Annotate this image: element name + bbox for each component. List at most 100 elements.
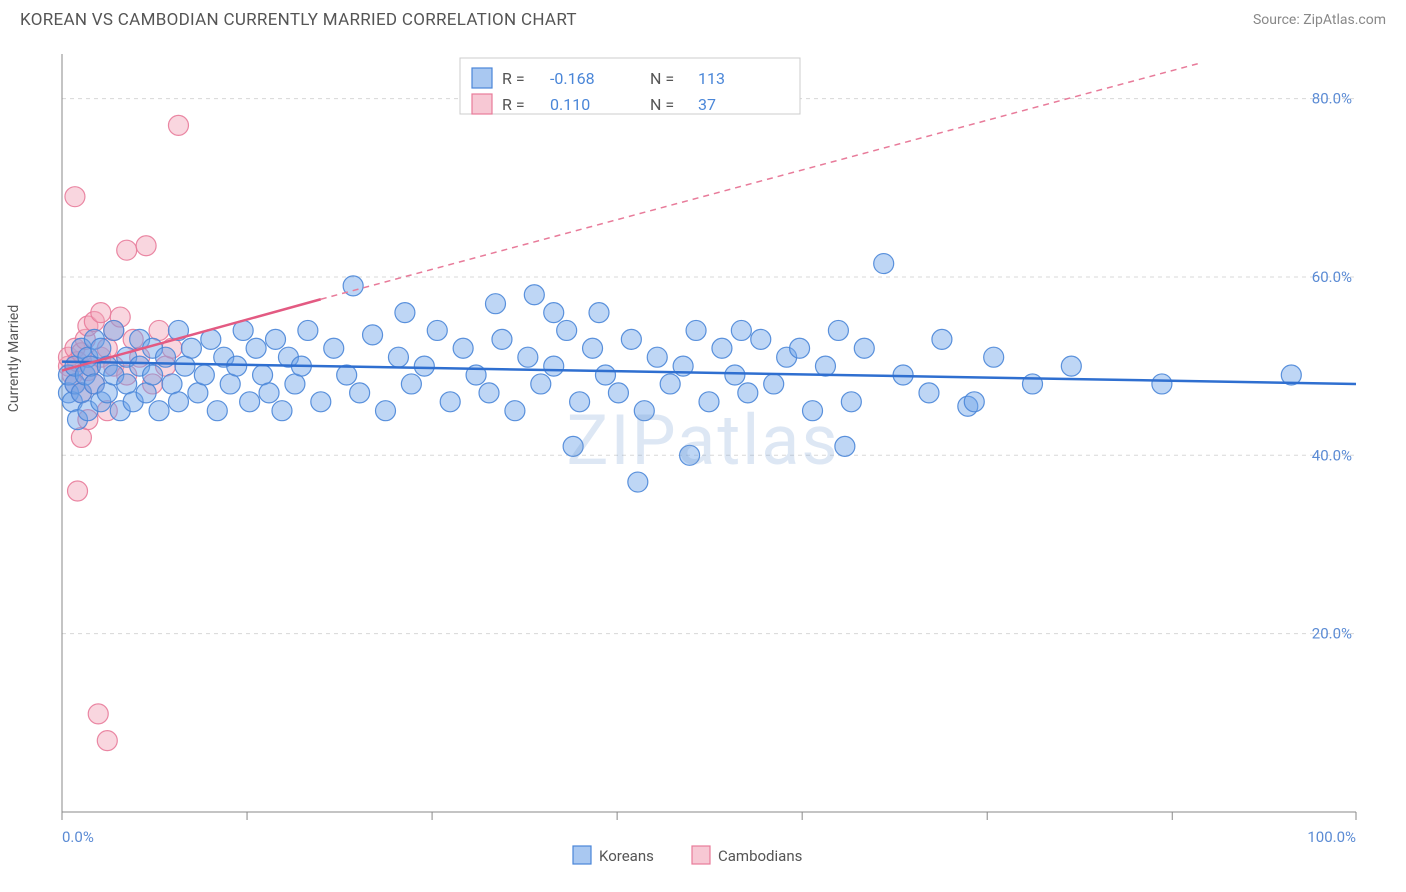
data-point — [337, 365, 357, 385]
data-point — [790, 338, 810, 358]
y-tick-label: 80.0% — [1312, 90, 1352, 108]
data-point — [1023, 374, 1043, 394]
data-point — [363, 325, 383, 345]
data-point — [376, 401, 396, 421]
data-point — [803, 401, 823, 421]
data-point — [583, 338, 603, 358]
data-point — [324, 338, 344, 358]
legend-n-label: N = — [650, 95, 674, 114]
chart-title: KOREAN VS CAMBODIAN CURRENTLY MARRIED CO… — [20, 10, 577, 30]
data-point — [143, 365, 163, 385]
data-point — [544, 356, 564, 376]
data-point — [686, 320, 706, 340]
data-point — [505, 401, 525, 421]
data-point — [608, 383, 628, 403]
data-point — [1152, 374, 1172, 394]
data-point — [395, 303, 415, 323]
data-point — [68, 481, 88, 501]
data-point — [253, 365, 273, 385]
data-point — [207, 401, 227, 421]
data-point — [557, 320, 577, 340]
data-point — [589, 303, 609, 323]
legend-n-label: N = — [650, 69, 674, 88]
data-point — [453, 338, 473, 358]
data-point — [751, 329, 771, 349]
data-point — [874, 254, 894, 274]
data-point — [628, 472, 648, 492]
data-point — [518, 347, 538, 367]
data-point — [272, 401, 292, 421]
chart-header: KOREAN VS CAMBODIAN CURRENTLY MARRIED CO… — [0, 0, 1406, 36]
scatter-chart: 20.0%40.0%60.0%80.0%0.0%100.0%R =-0.168N… — [20, 44, 1386, 872]
x-tick-label: 100.0% — [1307, 828, 1356, 846]
data-point — [479, 383, 499, 403]
data-point — [149, 401, 169, 421]
data-point — [854, 338, 874, 358]
data-point — [168, 392, 188, 412]
data-point — [104, 320, 124, 340]
data-point — [220, 374, 240, 394]
data-point — [311, 392, 331, 412]
y-tick-label: 40.0% — [1312, 446, 1352, 464]
data-point — [181, 338, 201, 358]
bottom-legend-label: Cambodians — [718, 847, 802, 865]
bottom-legend-swatch — [573, 846, 591, 864]
data-point — [259, 383, 279, 403]
data-point — [71, 427, 91, 447]
chart-source: Source: ZipAtlas.com — [1253, 12, 1386, 28]
data-point — [350, 383, 370, 403]
data-point — [388, 347, 408, 367]
data-point — [298, 320, 318, 340]
data-point — [194, 365, 214, 385]
data-point — [524, 285, 544, 305]
y-tick-label: 20.0% — [1312, 625, 1352, 643]
data-point — [828, 320, 848, 340]
data-point — [188, 383, 208, 403]
legend-r-label: R = — [502, 95, 525, 114]
data-point — [97, 731, 117, 751]
data-point — [919, 383, 939, 403]
data-point — [815, 356, 835, 376]
legend-r-value: 0.110 — [550, 95, 590, 114]
data-point — [570, 392, 590, 412]
legend-n-value: 113 — [698, 69, 725, 88]
data-point — [932, 329, 952, 349]
data-point — [544, 303, 564, 323]
data-point — [841, 392, 861, 412]
data-point — [117, 374, 137, 394]
data-point — [712, 338, 732, 358]
data-point — [175, 356, 195, 376]
data-point — [117, 240, 137, 260]
data-point — [285, 374, 305, 394]
bottom-legend-label: Koreans — [599, 847, 654, 865]
data-point — [227, 356, 247, 376]
data-point — [162, 374, 182, 394]
data-point — [1061, 356, 1081, 376]
data-point — [88, 704, 108, 724]
data-point — [647, 347, 667, 367]
data-point — [266, 329, 286, 349]
data-point — [414, 356, 434, 376]
data-point — [731, 320, 751, 340]
data-point — [764, 374, 784, 394]
data-point — [738, 383, 758, 403]
y-axis-label: Currently Married — [6, 305, 22, 412]
data-point — [91, 303, 111, 323]
legend-swatch — [472, 68, 492, 88]
data-point — [595, 365, 615, 385]
x-tick-label: 0.0% — [62, 828, 94, 846]
data-point — [91, 338, 111, 358]
data-point — [563, 436, 583, 456]
chart-container: Currently Married ZIPatlas 20.0%40.0%60.… — [20, 44, 1386, 872]
data-point — [485, 294, 505, 314]
data-point — [136, 236, 156, 256]
legend-n-value: 37 — [698, 95, 716, 114]
data-point — [401, 374, 421, 394]
legend-swatch — [472, 94, 492, 114]
data-point — [725, 365, 745, 385]
data-point — [168, 115, 188, 135]
data-point — [246, 338, 266, 358]
bottom-legend-swatch — [692, 846, 710, 864]
data-point — [984, 347, 1004, 367]
data-point — [964, 392, 984, 412]
